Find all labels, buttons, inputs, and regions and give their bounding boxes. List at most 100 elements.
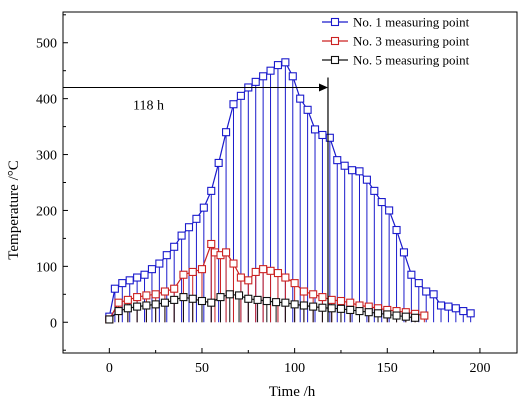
data-point [355, 307, 364, 316]
data-point [309, 290, 318, 299]
data-point [327, 295, 336, 304]
data-point [281, 298, 290, 307]
x-tick-label-0: 0 [106, 361, 113, 376]
data-point [346, 305, 355, 315]
data-point [177, 231, 186, 240]
data-point [299, 301, 308, 310]
data-point [420, 311, 429, 320]
data-point [318, 130, 327, 140]
data-point [466, 309, 475, 318]
data-point [272, 298, 281, 307]
data-point [197, 296, 207, 306]
data-point [151, 290, 160, 299]
data-point [364, 308, 373, 317]
data-point [207, 186, 216, 195]
legend-swatch-marker [330, 55, 340, 65]
data-point [162, 251, 171, 260]
data-point [288, 72, 297, 81]
data-point [340, 161, 349, 170]
data-point [105, 315, 114, 324]
data-point [114, 307, 123, 316]
data-point [310, 125, 320, 134]
data-point [244, 294, 253, 303]
data-point [296, 94, 305, 103]
data-point [422, 287, 431, 296]
x-tick-label-50: 50 [195, 361, 209, 376]
data-point [216, 293, 225, 302]
data-point [336, 304, 346, 313]
data-point [399, 248, 409, 257]
data-point [401, 312, 410, 321]
x-tick-label-200: 200 [469, 361, 490, 376]
data-point [133, 293, 142, 302]
data-point [303, 105, 312, 114]
data-point [373, 309, 383, 318]
x-tick-label-150: 150 [377, 361, 398, 376]
data-point [123, 295, 132, 304]
data-point [451, 304, 460, 313]
legend-label: No. 5 measuring point [353, 53, 470, 68]
data-point [207, 298, 216, 307]
data-point [383, 310, 392, 319]
data-point [234, 291, 244, 300]
data-point [411, 313, 420, 322]
data-point [266, 66, 275, 75]
data-point [225, 290, 234, 299]
data-point [299, 287, 308, 296]
y-tick-label-400: 400 [36, 93, 57, 108]
legend: No. 1 measuring point No. 3 measuring poi… [322, 15, 470, 68]
data-point [327, 304, 336, 313]
data-point [207, 239, 216, 249]
data-point [244, 276, 253, 285]
data-point [142, 301, 151, 310]
data-point [333, 156, 342, 165]
data-point [110, 284, 119, 293]
axes: 0 50 100 150 200 0 100 200 300 400 500 [36, 14, 490, 376]
data-point [436, 301, 446, 310]
data-point [290, 279, 299, 288]
data-point [414, 279, 423, 288]
data-point [392, 311, 401, 320]
data-point [188, 267, 197, 276]
data-point [142, 291, 151, 300]
data-point [133, 302, 142, 311]
data-point [197, 265, 207, 274]
data-point [222, 128, 231, 137]
y-tick-label-300: 300 [36, 149, 57, 164]
data-point [236, 91, 245, 100]
x-tick-label-100: 100 [284, 361, 305, 376]
data-point [184, 223, 194, 232]
data-point [179, 293, 188, 302]
data-point [133, 273, 142, 282]
data-point [229, 100, 238, 109]
data-point [140, 270, 149, 279]
data-point [147, 265, 156, 274]
data-point [355, 167, 364, 176]
data-point [348, 166, 357, 175]
y-axis-label: Temperature /°C [6, 160, 22, 260]
y-tick-label-200: 200 [36, 204, 57, 219]
data-point [346, 298, 355, 307]
legend-swatch-marker [330, 36, 340, 46]
legend-item-3: No. 5 measuring point [322, 53, 470, 68]
data-point [222, 248, 231, 257]
data-point [118, 279, 127, 288]
data-point [192, 214, 201, 223]
data-point [318, 303, 327, 312]
data-point [199, 203, 208, 212]
data-point [281, 273, 290, 282]
y-tick-label-0: 0 [50, 316, 57, 331]
data-point [259, 72, 268, 81]
data-point [236, 273, 245, 282]
legend-label: No. 3 measuring point [353, 34, 470, 49]
data-point [160, 287, 169, 296]
data-point [229, 259, 238, 268]
data-point [266, 266, 275, 275]
data-point [385, 206, 394, 215]
legend-item-2: No. 3 measuring point [322, 34, 470, 49]
data-point [179, 270, 188, 279]
data-point [281, 58, 290, 67]
x-axis-label: Time /h [269, 384, 316, 400]
data-point [336, 296, 346, 306]
